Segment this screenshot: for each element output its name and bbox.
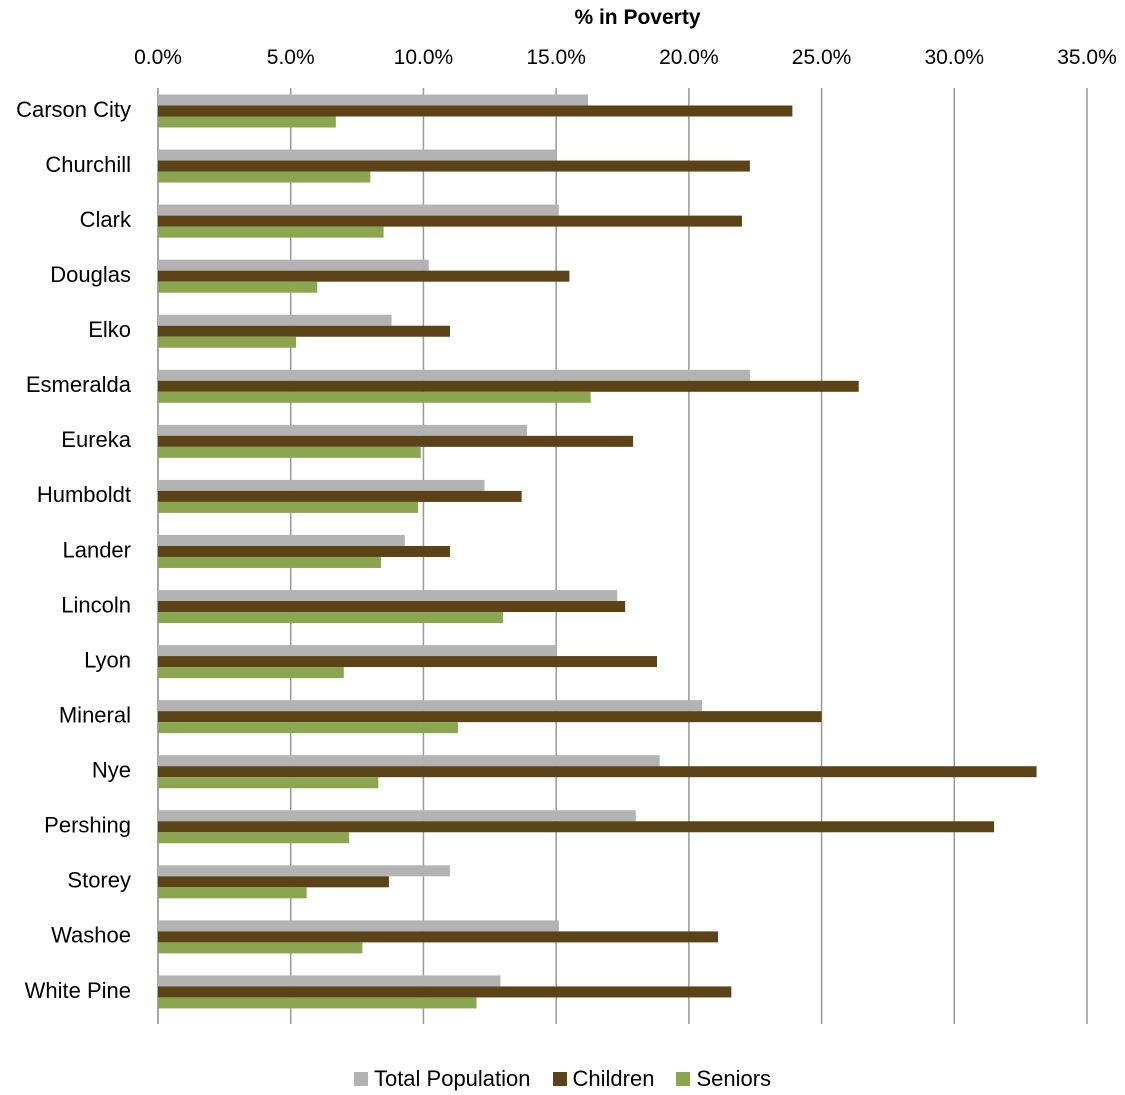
bar-total-population: [158, 810, 636, 822]
legend-item-seniors: Seniors: [676, 1066, 771, 1092]
bar-seniors: [158, 612, 504, 624]
bar-children: [158, 435, 634, 447]
bar-seniors: [158, 997, 477, 1009]
bar-children: [158, 986, 732, 998]
category-label: Carson City: [16, 97, 131, 122]
category-label: Humboldt: [37, 482, 131, 507]
legend-swatch-children: [552, 1072, 567, 1086]
bar-seniors: [158, 832, 350, 844]
bar-total-population: [158, 94, 588, 106]
bar-total-population: [158, 920, 559, 932]
category-label: Churchill: [45, 152, 131, 177]
bar-seniors: [158, 226, 384, 238]
bar-seniors: [158, 446, 421, 458]
bar-seniors: [158, 281, 318, 293]
x-tick-label: 0.0%: [134, 46, 182, 69]
bar-children: [158, 601, 626, 613]
bar-seniors: [158, 336, 297, 348]
bar-seniors: [158, 887, 307, 899]
bar-seniors: [158, 116, 336, 128]
bar-children: [158, 160, 750, 172]
bar-children: [158, 876, 389, 888]
bar-children: [158, 766, 1037, 778]
bar-total-population: [158, 479, 485, 491]
category-label: White Pine: [25, 978, 131, 1003]
legend: Total Population Children Seniors: [0, 1066, 1125, 1092]
legend-item-total-population: Total Population: [353, 1066, 531, 1092]
legend-swatch-seniors: [676, 1072, 691, 1086]
legend-item-children: Children: [552, 1066, 655, 1092]
bar-total-population: [158, 755, 660, 767]
category-label: Lander: [62, 537, 131, 562]
x-tick-label: 20.0%: [659, 46, 719, 69]
bar-total-population: [158, 149, 557, 161]
category-label: Nye: [92, 758, 131, 783]
bar-children: [158, 656, 658, 668]
category-label: Elko: [88, 317, 131, 342]
legend-label-children: Children: [572, 1066, 655, 1091]
category-label: Storey: [67, 868, 131, 893]
x-tick-label: 5.0%: [267, 46, 315, 69]
bar-seniors: [158, 501, 419, 513]
bar-seniors: [158, 556, 381, 568]
bar-children: [158, 325, 450, 337]
bar-total-population: [158, 369, 750, 381]
category-label: Clark: [80, 207, 132, 232]
legend-label-seniors: Seniors: [696, 1066, 772, 1091]
bar-children: [158, 105, 793, 117]
category-label: Lyon: [84, 647, 131, 672]
legend-label-total-population: Total Population: [373, 1066, 531, 1091]
bar-total-population: [158, 645, 557, 657]
category-label: Douglas: [50, 262, 131, 287]
x-tick-label: 30.0%: [925, 46, 985, 69]
category-label: Washoe: [51, 923, 131, 948]
x-tick-label: 15.0%: [526, 46, 586, 69]
bar-total-population: [158, 534, 405, 546]
bar-children: [158, 380, 859, 392]
bar-total-population: [158, 700, 703, 712]
bar-seniors: [158, 667, 344, 679]
bar-seniors: [158, 722, 458, 734]
category-label: Eureka: [61, 427, 131, 452]
bar-seniors: [158, 777, 379, 789]
bar-children: [158, 711, 822, 723]
bar-children: [158, 931, 719, 943]
x-tick-label: 35.0%: [1057, 46, 1117, 69]
bar-total-population: [158, 865, 450, 877]
bar-children: [158, 821, 995, 833]
category-label: Mineral: [59, 702, 131, 727]
bar-children: [158, 545, 450, 557]
legend-swatch-total-population: [353, 1072, 368, 1086]
category-label: Pershing: [44, 813, 131, 838]
category-label: Lincoln: [61, 592, 131, 617]
bar-total-population: [158, 204, 559, 216]
bar-total-population: [158, 259, 429, 271]
bar-seniors: [158, 391, 591, 403]
chart-title: % in Poverty: [574, 6, 701, 29]
x-tick-label: 10.0%: [394, 46, 454, 69]
bar-seniors: [158, 942, 363, 954]
bar-total-population: [158, 975, 501, 987]
bar-children: [158, 215, 742, 227]
bar-children: [158, 490, 522, 502]
category-label: Esmeralda: [26, 372, 132, 397]
bar-total-population: [158, 590, 618, 602]
bar-total-population: [158, 314, 392, 326]
bar-children: [158, 270, 570, 282]
bar-seniors: [158, 171, 371, 183]
x-tick-label: 25.0%: [792, 46, 852, 69]
bar-total-population: [158, 424, 527, 436]
